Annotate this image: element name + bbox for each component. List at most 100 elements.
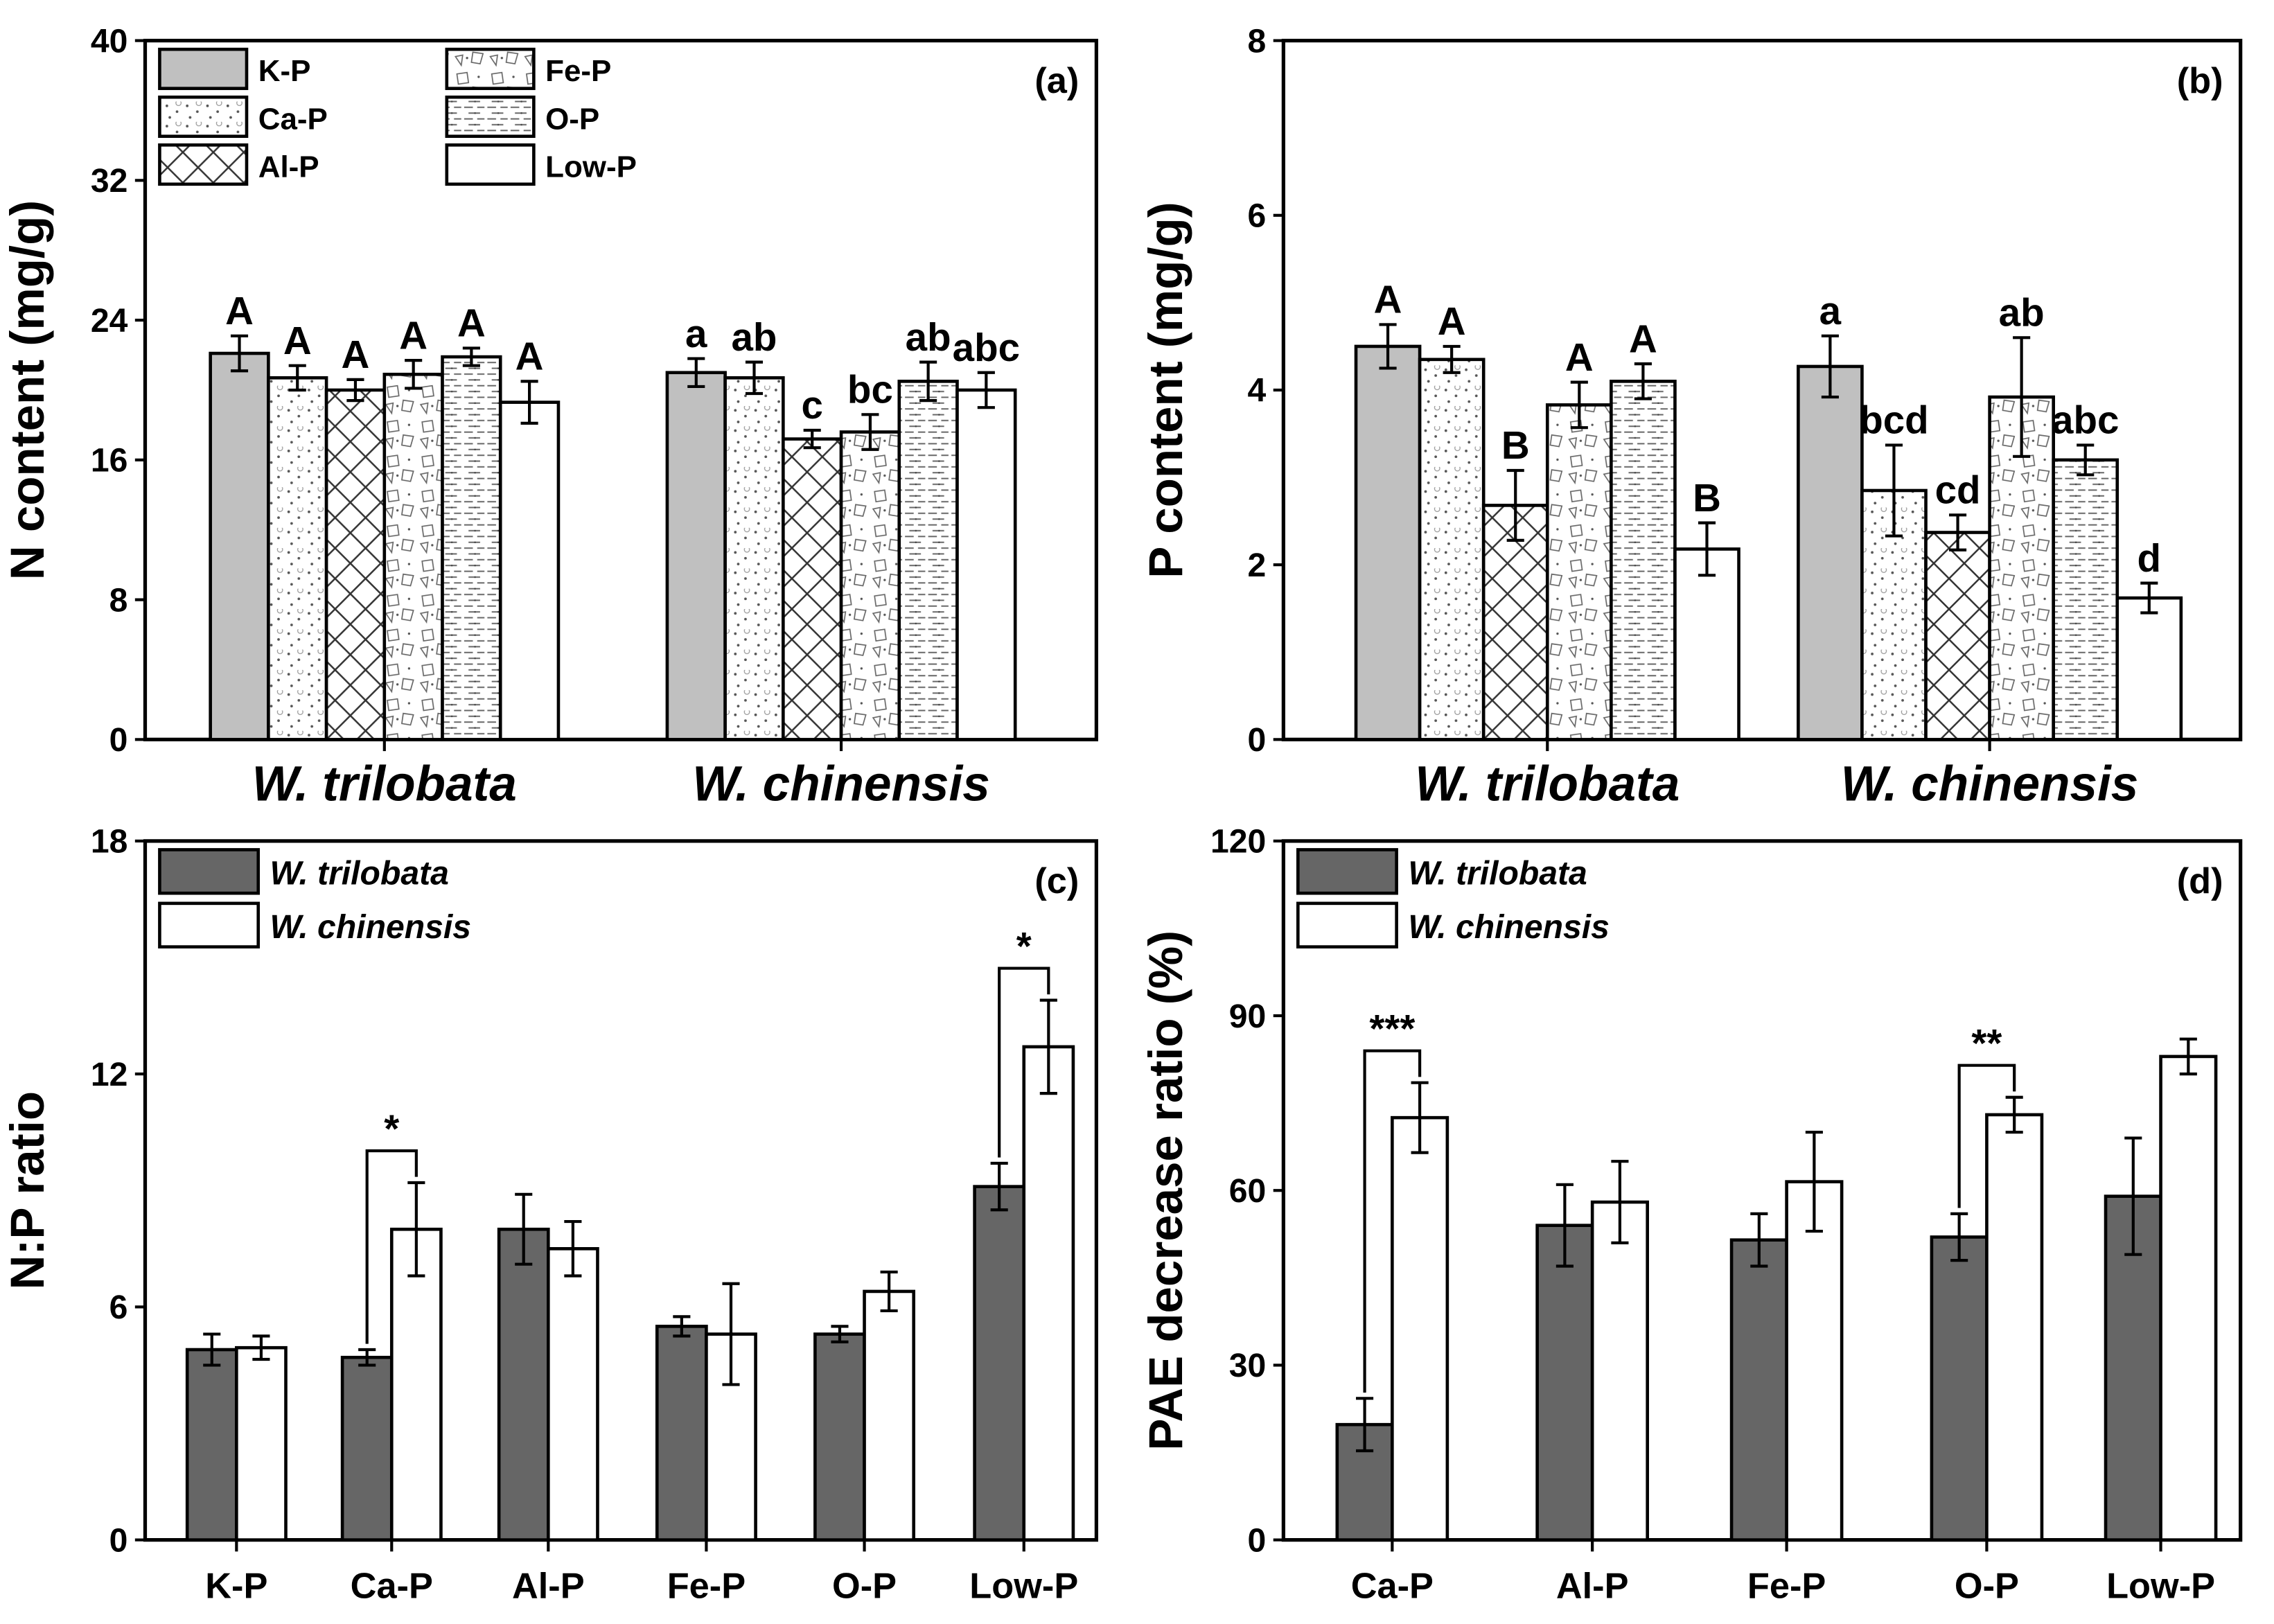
panel-label: (b) [2177,61,2223,101]
legend-swatch [445,143,536,186]
legend-swatch [158,143,249,186]
bar [897,380,959,741]
bar [1729,1238,1788,1542]
legend-label: W. chinensis [270,908,471,946]
x-tick-label: Fe-P [1747,1566,1826,1606]
legend-label: Ca-P [258,102,328,136]
bar [2159,1054,2218,1542]
bar [2052,458,2119,741]
bar [2115,596,2183,741]
y-tick-label: 6 [109,1289,128,1326]
y-axis-title: P content (mg/g) [1138,202,1192,578]
bar [1418,358,1486,741]
x-group-label: W. chinensis [692,757,990,811]
panel-d: 0 30 60 90 120 PAE decrease ratio (%) (d) Ca-P A… [1138,823,2243,1606]
significance-letter: d [2138,536,2162,580]
significance-letter: A [1374,278,1402,321]
bar [546,1246,599,1542]
significance-letter: bcd [1859,398,1928,442]
bar [324,388,387,741]
significance-letter: B [1693,476,1721,520]
significance-letter: cd [1935,468,1981,512]
significance-bracket [998,967,1050,1158]
significance-letter: A [399,313,428,357]
bar [1930,1235,1989,1542]
y-tick-label: 24 [91,302,128,339]
legend-swatch [158,47,249,90]
legend-label: Low-P [545,150,637,184]
bar [497,1227,550,1542]
panel-a: 0 8 16 24 32 40 N content (mg/g) (a) W. trilobat… [0,22,1099,811]
significance-letter: A [1629,317,1657,360]
significance-bracket [1957,1063,2016,1208]
x-tick-label: Fe-P [667,1566,746,1606]
y-tick-label: 8 [1247,22,1266,60]
y-tick-label: 2 [1247,547,1266,584]
y-tick-label: 0 [1247,1521,1266,1559]
legend-swatch [158,848,261,895]
bar [498,400,561,741]
bar [1797,364,1864,741]
bar [1545,403,1613,741]
significance-letter: ab [906,315,951,359]
significance-bracket [1363,1049,1422,1393]
bar [665,371,727,741]
bar [185,1348,238,1542]
y-tick-label: 12 [91,1056,128,1093]
significance-letter: B [1501,423,1530,467]
x-tick-label: Al-P [1556,1566,1629,1606]
panel-label: (d) [2177,861,2223,901]
y-tick-label: 8 [109,581,128,619]
x-group-label: W. chinensis [1841,757,2139,811]
y-tick-label: 60 [1229,1172,1267,1210]
legend-label: Fe-P [545,54,611,88]
bar [1985,1113,2044,1542]
legend-swatch [158,901,261,948]
bar [1481,504,1549,741]
significance-letter: A [342,333,370,376]
bar [267,376,328,741]
significance-letter: a [1819,289,1842,333]
bar [723,376,785,741]
bar [1535,1224,1594,1542]
y-tick-label: 32 [91,162,128,200]
y-tick-label: 0 [109,721,128,759]
legend-label: W. chinensis [1408,908,1610,946]
legend-label: W. trilobata [1408,855,1587,892]
panel-label: (a) [1034,61,1079,101]
bar [382,372,444,741]
significance-letter: A [283,319,312,362]
plot-frame [143,839,1099,1542]
bar [813,1332,866,1542]
legend-swatch [445,47,536,90]
significance-letter: A [225,289,254,333]
significance-letter: abc [2052,398,2119,442]
legend-label: W. trilobata [270,855,448,892]
significance-letter: A [1565,335,1594,379]
x-tick-label: Ca-P [1351,1566,1434,1606]
y-axis-title: N content (mg/g) [0,200,54,580]
bar [441,355,502,741]
legend-label: Al-P [258,150,319,184]
y-tick-label: 16 [91,442,128,479]
x-tick-label: K-P [205,1566,267,1606]
x-tick-label: Al-P [512,1566,585,1606]
bar [1610,380,1677,741]
bar [1354,344,1422,741]
bar [235,1345,288,1542]
bar [1785,1180,1844,1542]
legend-swatch [158,95,249,139]
y-tick-label: 6 [1247,197,1266,235]
bar [973,1185,1026,1542]
bar [1022,1045,1075,1542]
bar [1391,1115,1449,1542]
y-tick-label: 0 [109,1521,128,1559]
chart-layer: 0 8 16 24 32 40 N content (mg/g) (a) W. trilobat… [0,22,2243,1606]
significance-stars: ** [1971,1021,2002,1065]
significance-letter: c [801,383,822,427]
significance-stars: * [384,1106,399,1150]
y-axis-title: PAE decrease ratio (%) [1138,930,1192,1451]
legend-swatch [1296,848,1398,895]
y-tick-label: 40 [91,22,128,60]
